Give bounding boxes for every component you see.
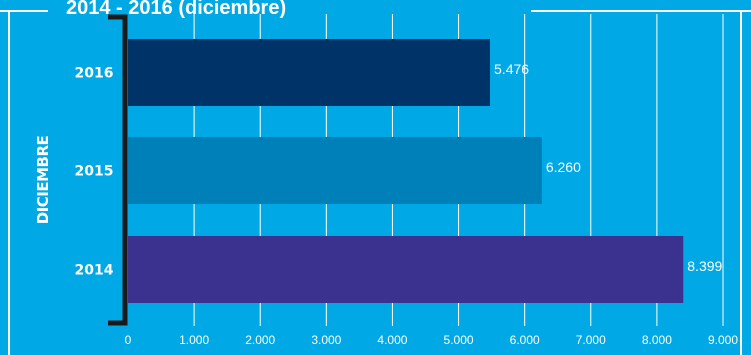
x-tick-label: 1.000 — [179, 333, 209, 347]
x-tick-label: 9.000 — [708, 333, 738, 347]
x-tick-label: 6.000 — [510, 333, 540, 347]
value-label: 8.399 — [687, 258, 722, 274]
x-tick-label: 0 — [125, 333, 132, 347]
value-label: 6.260 — [546, 159, 581, 175]
x-tick-label: 8.000 — [642, 333, 672, 347]
value-label: 5.476 — [494, 61, 529, 77]
bar-2015 — [128, 137, 542, 204]
y-axis-label: DICIEMBRE — [34, 135, 52, 225]
category-label: 2016 — [75, 66, 114, 82]
bar-2016 — [128, 39, 491, 106]
axis-bracket — [108, 14, 128, 326]
x-tick-label: 2.000 — [245, 333, 275, 347]
category-label: 2015 — [75, 164, 114, 180]
x-tick-label: 4.000 — [377, 333, 407, 347]
x-tick-label: 7.000 — [576, 333, 606, 347]
x-tick-label: 5.000 — [444, 333, 474, 347]
chart-title: 2014 - 2016 (diciembre) — [66, 0, 287, 19]
bar-2014 — [128, 236, 684, 303]
category-label: 2014 — [75, 263, 114, 279]
x-tick-label: 3.000 — [311, 333, 341, 347]
